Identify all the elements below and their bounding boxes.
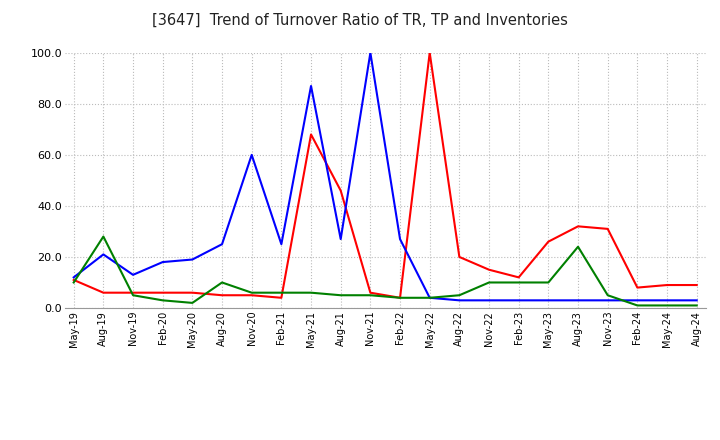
Trade Payables	[426, 295, 434, 301]
Trade Payables	[99, 252, 108, 257]
Line: Trade Receivables: Trade Receivables	[73, 53, 697, 298]
Trade Payables	[307, 83, 315, 88]
Trade Receivables	[69, 277, 78, 282]
Inventories	[693, 303, 701, 308]
Trade Payables	[603, 298, 612, 303]
Trade Receivables	[693, 282, 701, 288]
Trade Payables	[693, 298, 701, 303]
Trade Payables	[366, 50, 374, 55]
Inventories	[158, 298, 167, 303]
Trade Receivables	[574, 224, 582, 229]
Trade Receivables	[514, 275, 523, 280]
Inventories	[396, 295, 405, 301]
Trade Receivables	[277, 295, 286, 301]
Inventories	[603, 293, 612, 298]
Trade Receivables	[426, 50, 434, 55]
Trade Receivables	[248, 293, 256, 298]
Trade Payables	[514, 298, 523, 303]
Inventories	[366, 293, 374, 298]
Inventories	[217, 280, 226, 285]
Trade Payables	[158, 260, 167, 265]
Inventories	[99, 234, 108, 239]
Trade Payables	[277, 242, 286, 247]
Trade Payables	[544, 298, 553, 303]
Inventories	[455, 293, 464, 298]
Trade Payables	[188, 257, 197, 262]
Trade Receivables	[99, 290, 108, 295]
Trade Payables	[485, 298, 493, 303]
Inventories	[544, 280, 553, 285]
Trade Payables	[574, 298, 582, 303]
Trade Payables	[455, 298, 464, 303]
Trade Receivables	[336, 188, 345, 193]
Trade Receivables	[662, 282, 671, 288]
Inventories	[633, 303, 642, 308]
Trade Receivables	[217, 293, 226, 298]
Trade Receivables	[158, 290, 167, 295]
Inventories	[188, 300, 197, 305]
Trade Receivables	[396, 295, 405, 301]
Trade Payables	[336, 236, 345, 242]
Trade Payables	[129, 272, 138, 278]
Trade Receivables	[603, 226, 612, 231]
Trade Receivables	[307, 132, 315, 137]
Trade Receivables	[129, 290, 138, 295]
Line: Trade Payables: Trade Payables	[73, 53, 697, 301]
Inventories	[277, 290, 286, 295]
Line: Inventories: Inventories	[73, 237, 697, 305]
Inventories	[662, 303, 671, 308]
Trade Receivables	[188, 290, 197, 295]
Trade Receivables	[366, 290, 374, 295]
Trade Payables	[662, 298, 671, 303]
Trade Receivables	[485, 267, 493, 272]
Trade Receivables	[455, 254, 464, 260]
Inventories	[514, 280, 523, 285]
Trade Payables	[633, 298, 642, 303]
Trade Receivables	[633, 285, 642, 290]
Trade Payables	[248, 152, 256, 158]
Inventories	[336, 293, 345, 298]
Trade Payables	[217, 242, 226, 247]
Legend: Trade Receivables, Trade Payables, Inventories: Trade Receivables, Trade Payables, Inven…	[161, 437, 610, 440]
Inventories	[574, 244, 582, 249]
Inventories	[307, 290, 315, 295]
Trade Payables	[396, 236, 405, 242]
Trade Payables	[69, 275, 78, 280]
Inventories	[248, 290, 256, 295]
Text: [3647]  Trend of Turnover Ratio of TR, TP and Inventories: [3647] Trend of Turnover Ratio of TR, TP…	[152, 13, 568, 28]
Inventories	[485, 280, 493, 285]
Trade Receivables	[544, 239, 553, 244]
Inventories	[129, 293, 138, 298]
Inventories	[426, 295, 434, 301]
Inventories	[69, 280, 78, 285]
